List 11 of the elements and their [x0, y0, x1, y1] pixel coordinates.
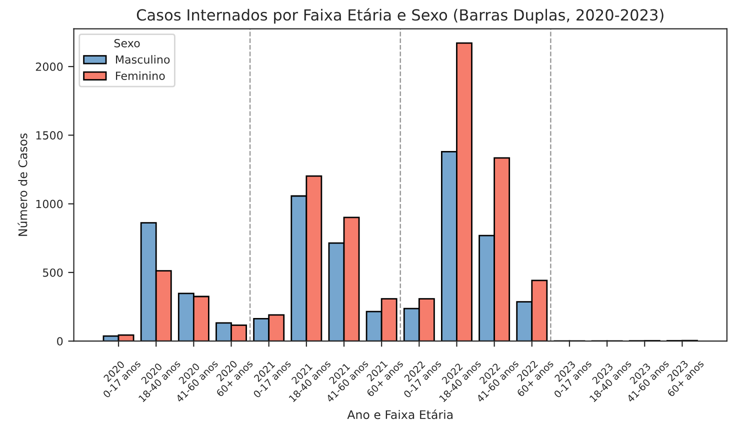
- chart-title: Casos Internados por Faixa Etária e Sexo (Barras Duplas, 2020-2023): [136, 8, 664, 24]
- y-tick-label: 1000: [36, 200, 63, 208]
- legend-label: Feminino: [116, 71, 165, 80]
- legend-title: Sexo: [114, 38, 140, 48]
- y-tick-label: 0: [57, 337, 63, 346]
- y-axis-title: Número de Casos: [18, 133, 28, 236]
- y-tick-label: 2000: [36, 62, 63, 71]
- x-axis-title: Ano e Faixa Etária: [347, 409, 453, 420]
- y-tick-label: 500: [43, 268, 63, 277]
- y-tick-label: 1500: [36, 131, 63, 140]
- legend-label: Masculino: [116, 55, 170, 64]
